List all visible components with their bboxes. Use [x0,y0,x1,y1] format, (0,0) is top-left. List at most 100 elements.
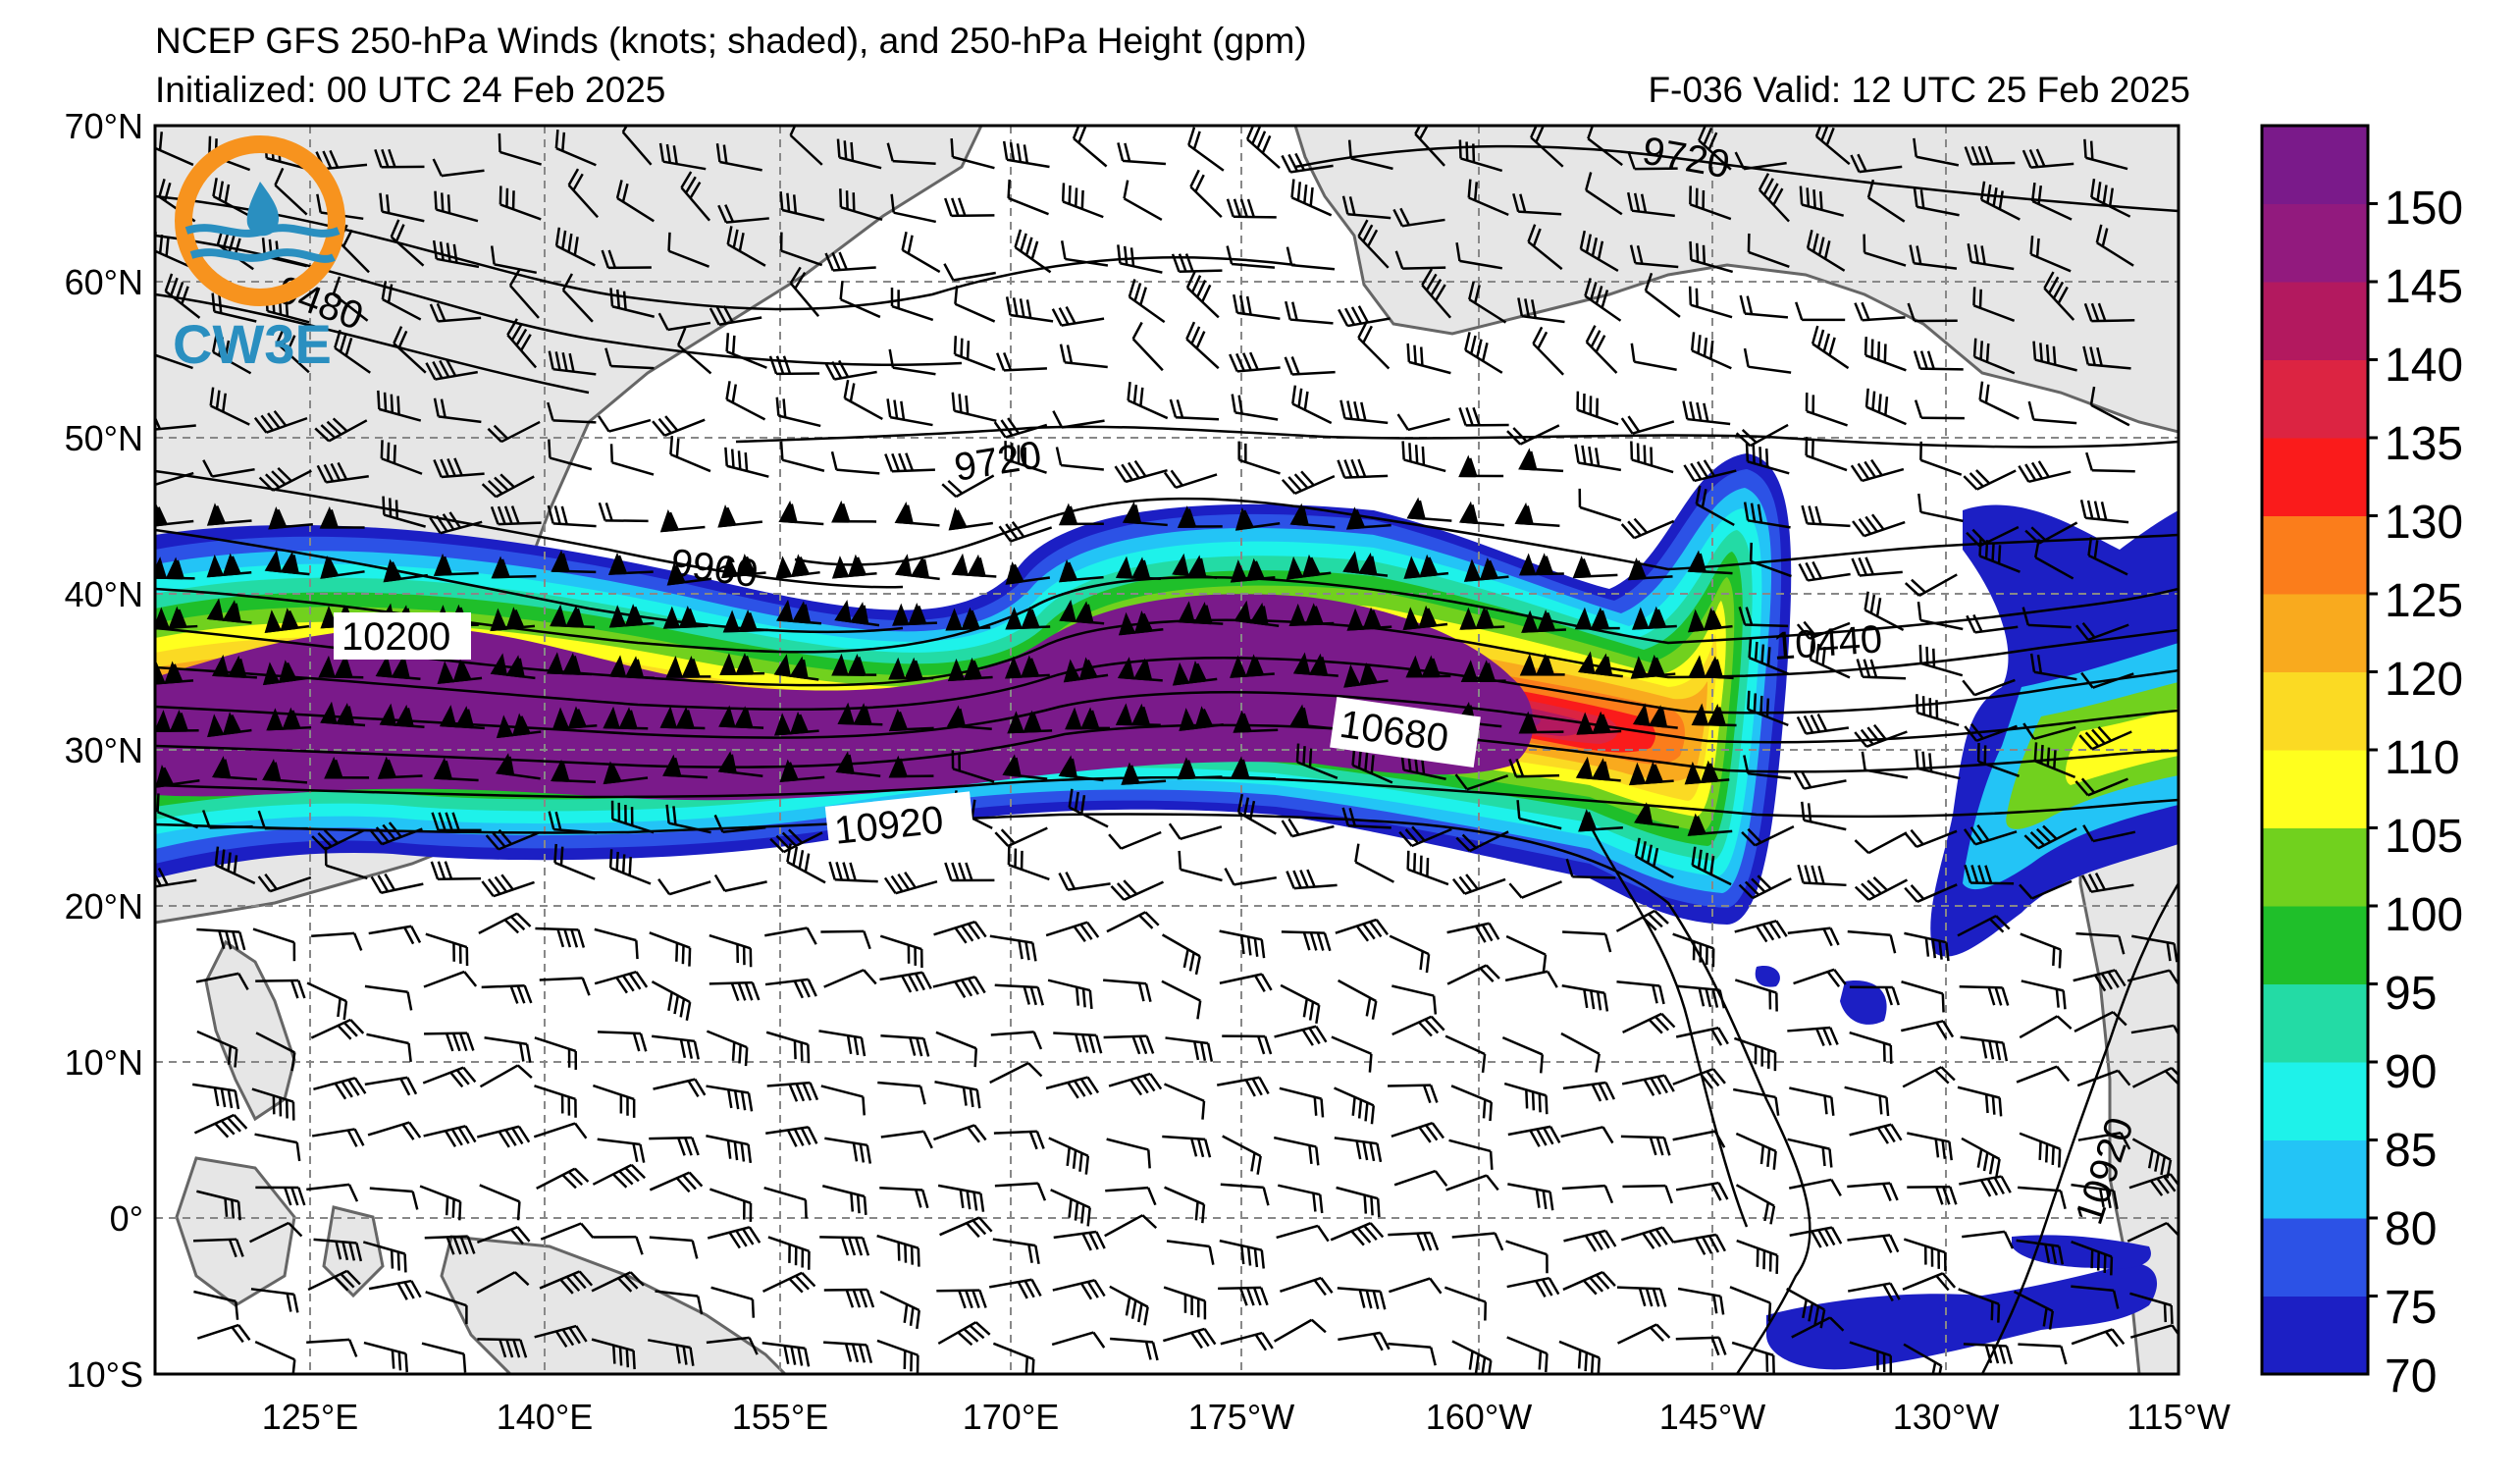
wind-barb [719,652,765,676]
wind-barb [1467,179,1509,216]
wind-barb [1811,325,1850,370]
wind-barb [1072,126,1108,168]
wind-barb [2077,1132,2131,1150]
wind-barb [1798,560,1851,582]
wind-barb [1468,281,1507,324]
wind-barb [490,607,536,632]
wind-barb [254,1133,301,1162]
wind-barb [1584,278,1622,322]
wind-barb [717,751,763,778]
wind-barb [476,1125,531,1148]
wind-barb [1585,325,1618,374]
wind-barb [597,1031,648,1052]
wind-barb [548,439,593,471]
wind-barb [1285,300,1334,325]
colorbar-segment [2262,827,2368,907]
wind-barb [1444,1286,1488,1321]
wind-barb [1501,1035,1545,1074]
wind-barb [1963,824,2018,846]
wind-barb [894,554,940,581]
wind-barb [1281,818,1335,838]
wind-barb [1052,1279,1106,1300]
wind-barb [2029,653,2077,681]
wind-barb [608,604,655,628]
wind-barb [1164,1083,1206,1120]
wind-barb [155,661,194,686]
wind-barb [1117,142,1167,166]
wind-barb [718,705,764,729]
wind-barb [1230,654,1275,678]
wind-barb [1787,1026,1839,1047]
wind-barb [1856,659,1907,680]
wind-barb [1342,551,1389,577]
wind-barb [1902,1066,1956,1088]
wind-barb [1576,711,1622,735]
wind-barb [592,1084,636,1118]
wind-barb [1854,723,1908,748]
wind-barb [1904,883,1958,903]
wind-barb [1558,1340,1601,1374]
wind-barb [423,1125,477,1147]
wind-barb [1454,773,1509,791]
wind-barb [1844,1086,1890,1117]
wind-barb [591,1338,636,1370]
wind-barb [821,1185,867,1216]
wind-barb [1335,918,1390,942]
wind-barb [1273,1318,1327,1343]
wind-barb [1451,1340,1493,1374]
wind-barb [1847,1182,1899,1201]
wind-barb [2081,873,2134,893]
wind-barb [2021,607,2072,629]
wind-barb [2021,980,2067,1010]
wind-barb [657,312,711,332]
wind-barb [608,849,652,885]
wind-barb [429,302,482,323]
wind-barb [2018,460,2072,484]
wind-barb [1615,909,1669,932]
wind-barb [877,1081,926,1105]
colorbar-segment [2262,203,2368,283]
wind-barb [1505,934,1548,974]
wind-barb [1163,1286,1207,1320]
colorbar-tick-label: 150 [2385,183,2463,235]
wind-barb [1672,932,1715,968]
wind-barb [368,925,422,945]
wind-barb [937,1321,991,1347]
wind-barb [481,473,535,499]
wind-barb [1351,746,1393,784]
wind-barb [2019,879,2073,900]
wind-barb [1966,613,2019,634]
wind-barb [1695,485,1735,527]
wind-barb [1117,657,1163,682]
wind-barb [888,348,936,376]
colorbar-tick-label: 85 [2385,1125,2437,1177]
wind-barb [1675,1336,1727,1356]
wind-barb [725,333,767,369]
wind-barb [1216,1076,1270,1097]
colorbar-tick-label: 100 [2385,889,2463,941]
wind-barb [1576,391,1619,426]
wind-barb [1450,1085,1494,1122]
wind-barb [2071,1328,2126,1348]
wind-barb [1749,542,1792,578]
wind-barb [1163,469,1218,489]
wind-barb [164,273,201,319]
wind-barb [649,1136,700,1156]
wind-barb [2016,1065,2071,1084]
wind-barb [1972,287,2016,322]
wind-barb [429,511,483,535]
wind-barb [1007,846,1050,881]
wind-barb [439,705,485,730]
wind-barb [534,1085,577,1118]
wind-barb [1959,985,2010,1006]
wind-barb [419,1185,462,1221]
wind-barb [2090,179,2131,218]
wind-barb [1903,1343,1943,1374]
wind-barb [1281,930,1332,952]
wind-barb [831,653,877,676]
wind-barb [1907,302,1958,323]
wind-barb [1736,1239,1779,1274]
wind-barb [1286,869,1338,890]
lon-label: 125°E [262,1397,358,1437]
wind-barb [933,920,987,944]
